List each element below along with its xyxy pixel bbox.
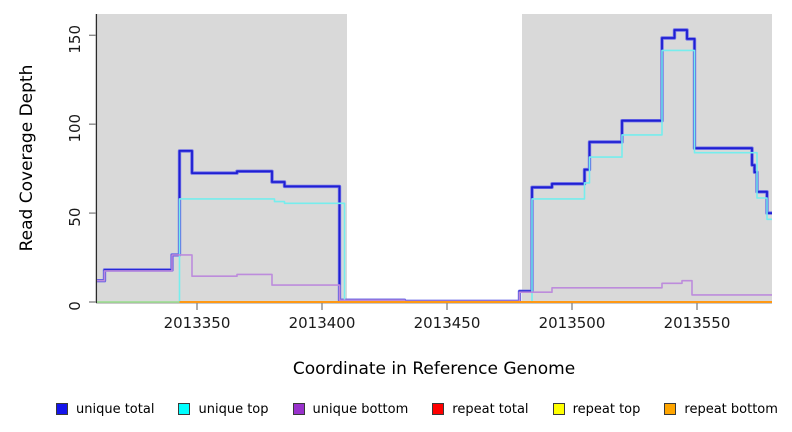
legend-label-repeat-bottom: repeat bottom xyxy=(684,401,778,417)
legend-swatch-unique-bottom xyxy=(292,403,305,415)
y-axis-title: Read Coverage Depth xyxy=(17,64,37,252)
legend-label-unique-bottom: unique bottom xyxy=(312,401,409,417)
legend-label-repeat-top: repeat top xyxy=(572,401,641,417)
series-line-unique-bottom xyxy=(97,254,772,303)
legend-item-unique-bottom: unique bottom xyxy=(292,401,409,417)
y-tick-label: 0 xyxy=(66,301,84,311)
y-tick-label: 50 xyxy=(66,208,84,227)
x-tick-label: 2013350 xyxy=(164,314,231,332)
y-tick-label: 150 xyxy=(66,25,84,54)
legend-swatch-unique-total xyxy=(56,403,68,415)
shaded-band-2 xyxy=(522,14,772,302)
x-tick-label: 2013450 xyxy=(414,314,481,332)
x-tick-label: 2013400 xyxy=(289,314,356,332)
x-tick-label: 2013550 xyxy=(664,314,731,332)
legend-item-repeat-total: repeat total xyxy=(432,401,529,417)
legend-item-repeat-top: repeat top xyxy=(552,401,641,417)
y-tick-label: 100 xyxy=(66,114,84,143)
legend-item-unique-total: unique total xyxy=(56,402,154,417)
legend-swatch-repeat-top xyxy=(552,403,565,415)
legend-label-repeat-total: repeat total xyxy=(452,401,529,417)
legend-label-unique-top: unique top xyxy=(198,401,269,417)
series-line-unique-top xyxy=(97,49,772,303)
legend-swatch-unique-top xyxy=(178,403,191,415)
legend-item-unique-top: unique top xyxy=(178,401,269,417)
legend: unique total unique top unique bottom repea… xyxy=(0,399,792,419)
legend-swatch-repeat-total xyxy=(432,403,445,415)
legend-label-unique-total: unique total xyxy=(76,401,155,417)
x-axis-title: Coordinate in Reference Genome xyxy=(292,359,576,379)
legend-swatch-repeat-bottom xyxy=(664,403,677,415)
legend-item-repeat-bottom: repeat bottom xyxy=(664,402,778,417)
series-line-unique-total xyxy=(97,29,772,303)
x-tick-label: 2013500 xyxy=(539,314,606,332)
shaded-band-1 xyxy=(97,14,347,302)
